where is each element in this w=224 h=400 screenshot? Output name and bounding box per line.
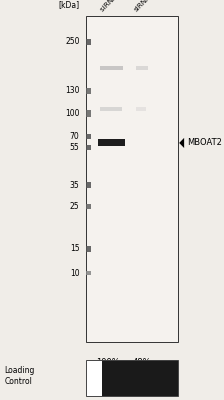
Text: 10: 10 bbox=[70, 269, 80, 278]
Text: siRNA#1: siRNA#1 bbox=[134, 0, 160, 12]
Bar bbox=[86, 88, 91, 94]
Text: 25: 25 bbox=[70, 202, 80, 211]
Bar bbox=[86, 16, 178, 342]
Bar bbox=[86, 246, 91, 252]
Bar bbox=[102, 360, 178, 396]
Bar bbox=[100, 107, 122, 111]
Bar bbox=[98, 140, 125, 146]
Bar bbox=[136, 107, 146, 110]
Bar bbox=[86, 360, 178, 396]
Text: 55: 55 bbox=[70, 143, 80, 152]
Text: 70: 70 bbox=[70, 132, 80, 141]
Bar bbox=[86, 134, 91, 139]
Text: 15: 15 bbox=[70, 244, 80, 253]
Bar bbox=[86, 271, 91, 275]
Bar bbox=[100, 66, 123, 70]
Polygon shape bbox=[179, 138, 184, 148]
Bar bbox=[86, 182, 91, 188]
Bar bbox=[86, 145, 91, 150]
Bar bbox=[86, 360, 102, 396]
Text: 100: 100 bbox=[65, 109, 80, 118]
Text: siRNA ctrl: siRNA ctrl bbox=[99, 0, 128, 12]
Text: Loading
Control: Loading Control bbox=[4, 366, 35, 386]
Bar bbox=[86, 204, 91, 209]
Text: [kDa]: [kDa] bbox=[58, 0, 80, 10]
Bar bbox=[86, 39, 91, 45]
Bar bbox=[86, 110, 91, 117]
Text: MBOAT2: MBOAT2 bbox=[187, 138, 222, 148]
Text: 35: 35 bbox=[70, 181, 80, 190]
Text: 100%: 100% bbox=[96, 358, 120, 366]
Text: 130: 130 bbox=[65, 86, 80, 95]
Text: 250: 250 bbox=[65, 38, 80, 46]
Text: 48%: 48% bbox=[133, 358, 151, 366]
Bar bbox=[136, 66, 148, 70]
